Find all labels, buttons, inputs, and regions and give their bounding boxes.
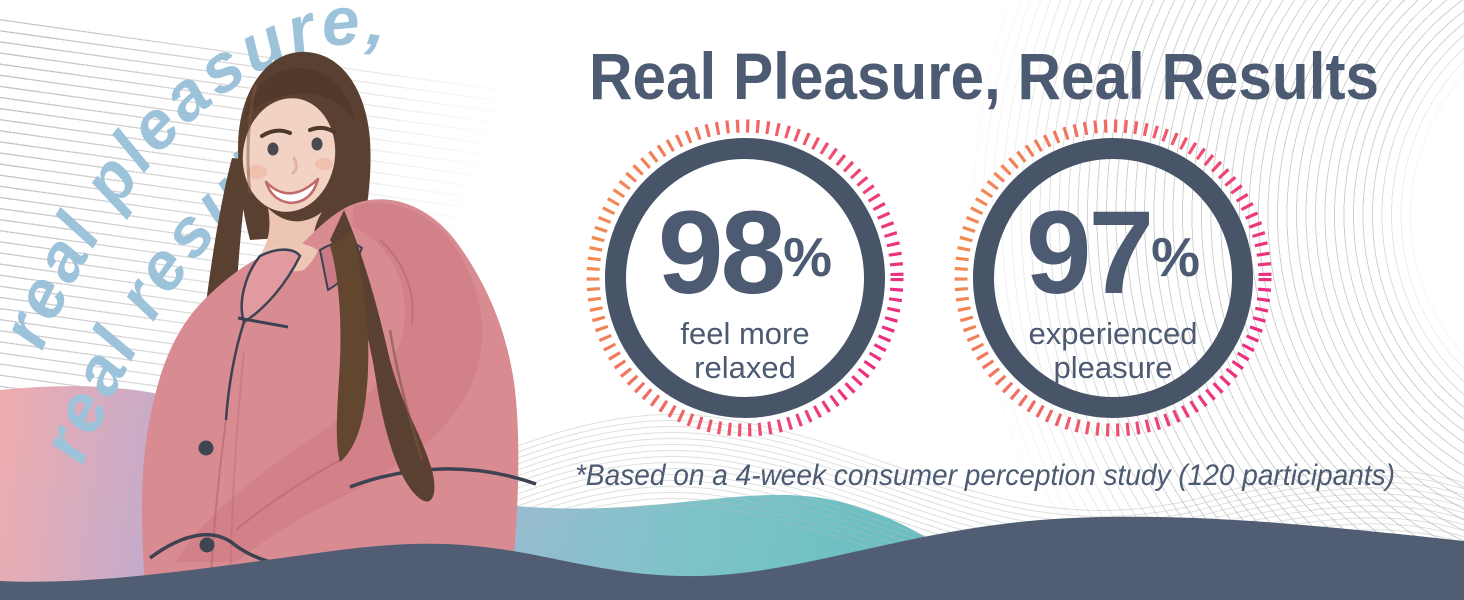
tick-ring [954,119,1272,437]
percent-sign: % [1151,226,1201,288]
stat-caption-line2: relaxed [694,350,796,386]
stat-value: 97 [1025,187,1154,319]
stat-percentage: 98% [658,194,832,312]
tick-ring [586,119,904,437]
stat-value: 98 [657,187,786,319]
percent-sign: % [783,226,833,288]
stat-circle-pleasure: 97% experienced pleasure [943,108,1283,448]
stat-caption-line1: experienced [1028,316,1198,351]
stat-caption-line2: pleasure [1053,350,1173,386]
stat-percentage: 97% [1026,194,1200,312]
stat-circle-relaxed: 98% feel more relaxed [575,108,915,448]
stat-caption-line1: feel more [680,316,810,351]
